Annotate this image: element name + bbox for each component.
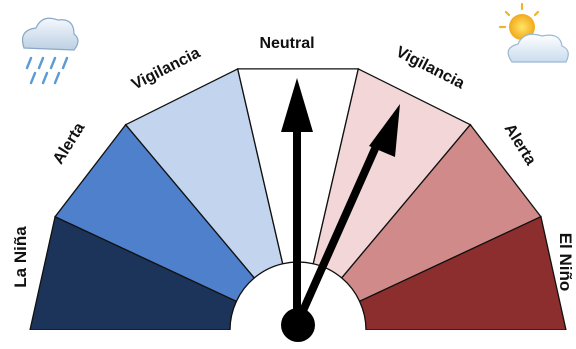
pointer-neutral: [281, 78, 313, 322]
label-la-nina: La Niña: [11, 226, 30, 288]
gauge-segments: [0, 67, 576, 344]
label-vigilancia-left: Vigilancia: [129, 44, 203, 93]
label-alerta-right: Alerta: [501, 121, 540, 169]
label-vigilancia-right: Vigilancia: [393, 44, 467, 93]
rain-cloud-icon: [21, 17, 79, 85]
label-neutral: Neutral: [259, 35, 314, 52]
sun-cloud-icon: [498, 2, 569, 63]
pointer-vigilancia: [294, 104, 400, 324]
label-alerta-left: Alerta: [50, 120, 89, 168]
label-el-nino: El Niño: [556, 233, 575, 292]
pointer-pivot: [281, 308, 315, 342]
